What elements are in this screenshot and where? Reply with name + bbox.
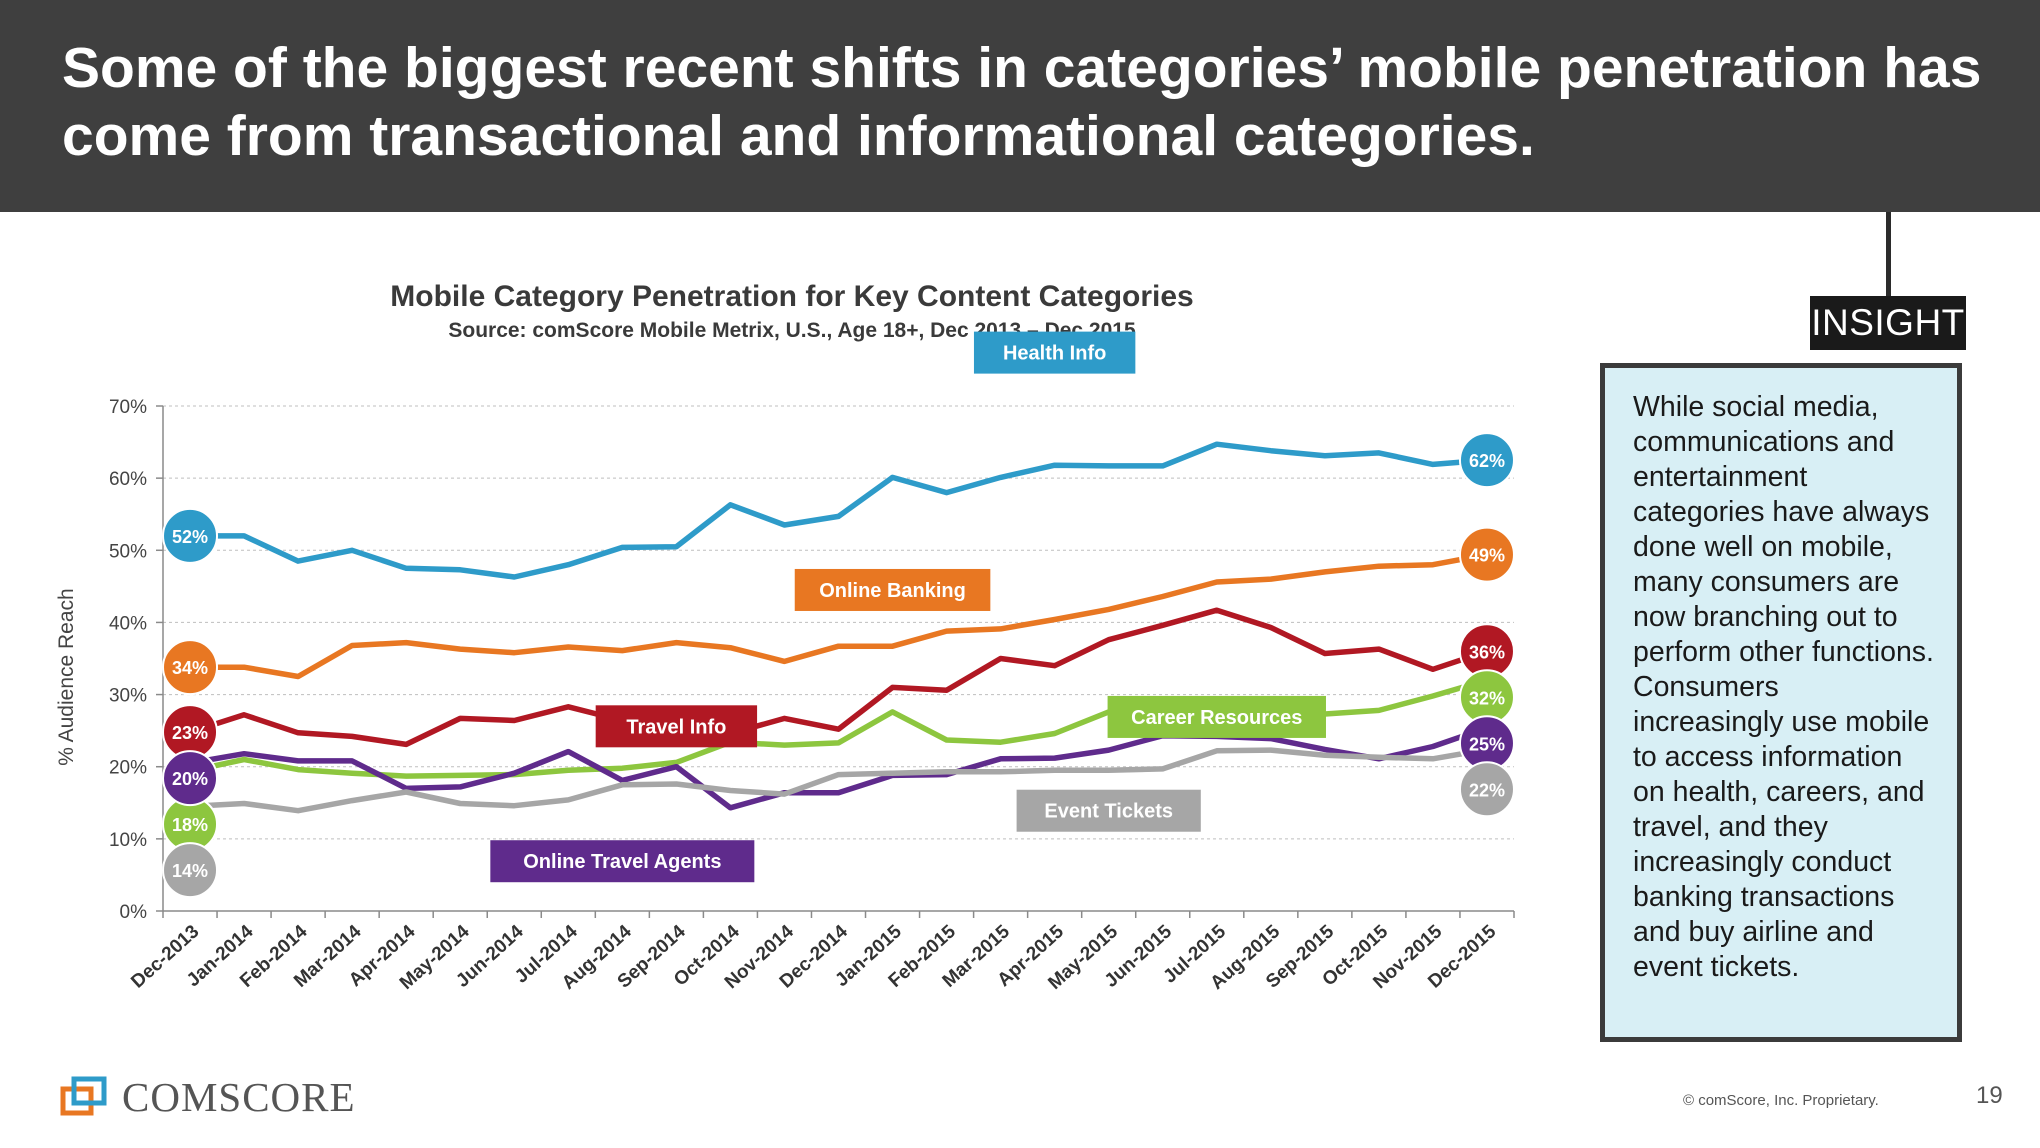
end-value-label: 32% — [1469, 688, 1505, 708]
y-tick-label: 30% — [109, 686, 147, 707]
start-value-label: 20% — [172, 769, 208, 789]
y-tick-label: 10% — [109, 830, 147, 851]
series-callout-box — [595, 705, 758, 748]
end-value-marker — [1458, 526, 1515, 583]
end-value-label: 62% — [1469, 451, 1505, 471]
logo-text: COMSCORE — [122, 1074, 356, 1120]
start-value-label: 34% — [172, 658, 208, 678]
series-callout-label: Event Tickets — [1044, 801, 1173, 823]
series-callout-label: Online Banking — [819, 580, 966, 602]
series-callout-label: Online Travel Agents — [523, 851, 721, 873]
series-callout-label: Career Resources — [1131, 707, 1302, 729]
page-title: Some of the biggest recent shifts in cat… — [62, 36, 1982, 168]
series-callout-box — [490, 840, 755, 883]
y-axis-label: % Audience Reach — [55, 588, 78, 765]
insight-box: While social media, communications and e… — [1600, 363, 1962, 1042]
header-bar: Some of the biggest recent shifts in cat… — [0, 0, 2040, 212]
y-tick-label: 40% — [109, 613, 147, 634]
y-tick-label: 0% — [120, 902, 148, 923]
end-value-label: 49% — [1469, 546, 1505, 566]
chart-subtitle: Source: comScore Mobile Metrix, U.S., Ag… — [448, 319, 1136, 342]
end-value-marker — [1458, 761, 1515, 818]
start-value-marker — [162, 750, 219, 807]
series-line-travel-info — [187, 607, 1490, 748]
y-tick-label: 60% — [109, 469, 147, 490]
series-callout-label: Health Info — [1003, 343, 1106, 365]
series-callout-label: Travel Info — [626, 716, 726, 738]
series-line-online-travel-agents — [187, 725, 1490, 811]
end-value-label: 36% — [1469, 642, 1505, 662]
series-callout-box — [973, 331, 1136, 374]
start-value-marker — [162, 639, 219, 696]
insight-text: While social media, communications and e… — [1633, 391, 1934, 983]
end-value-marker — [1458, 432, 1515, 489]
insight-label: INSIGHT — [1810, 296, 1966, 350]
start-value-label: 23% — [172, 723, 208, 743]
insight-connector-line — [1886, 212, 1891, 306]
logo-icon — [60, 1076, 107, 1116]
comscore-logo: COMSCORE — [60, 1075, 360, 1120]
page-number: 19 — [1976, 1082, 2003, 1109]
series-line-event-tickets — [187, 746, 1490, 814]
start-value-label: 52% — [172, 527, 208, 547]
start-value-marker — [162, 507, 219, 564]
chart-title: Mobile Category Penetration for Key Cont… — [390, 280, 1193, 313]
end-value-label: 25% — [1469, 734, 1505, 754]
series-callout-box — [1016, 789, 1201, 832]
series-line-online-banking — [187, 551, 1490, 680]
copyright-text: © comScore, Inc. Proprietary. — [1683, 1092, 1879, 1109]
y-tick-label: 50% — [109, 541, 147, 562]
start-value-label: 14% — [172, 861, 208, 881]
start-value-label: 18% — [172, 815, 208, 835]
y-tick-label: 20% — [109, 758, 147, 779]
series-callout-box — [1107, 695, 1326, 738]
y-tick-label: 70% — [109, 397, 147, 418]
end-value-label: 22% — [1469, 780, 1505, 800]
start-value-marker — [162, 842, 219, 899]
series-line-health-info — [187, 441, 1490, 580]
series-callout-box — [794, 568, 991, 611]
